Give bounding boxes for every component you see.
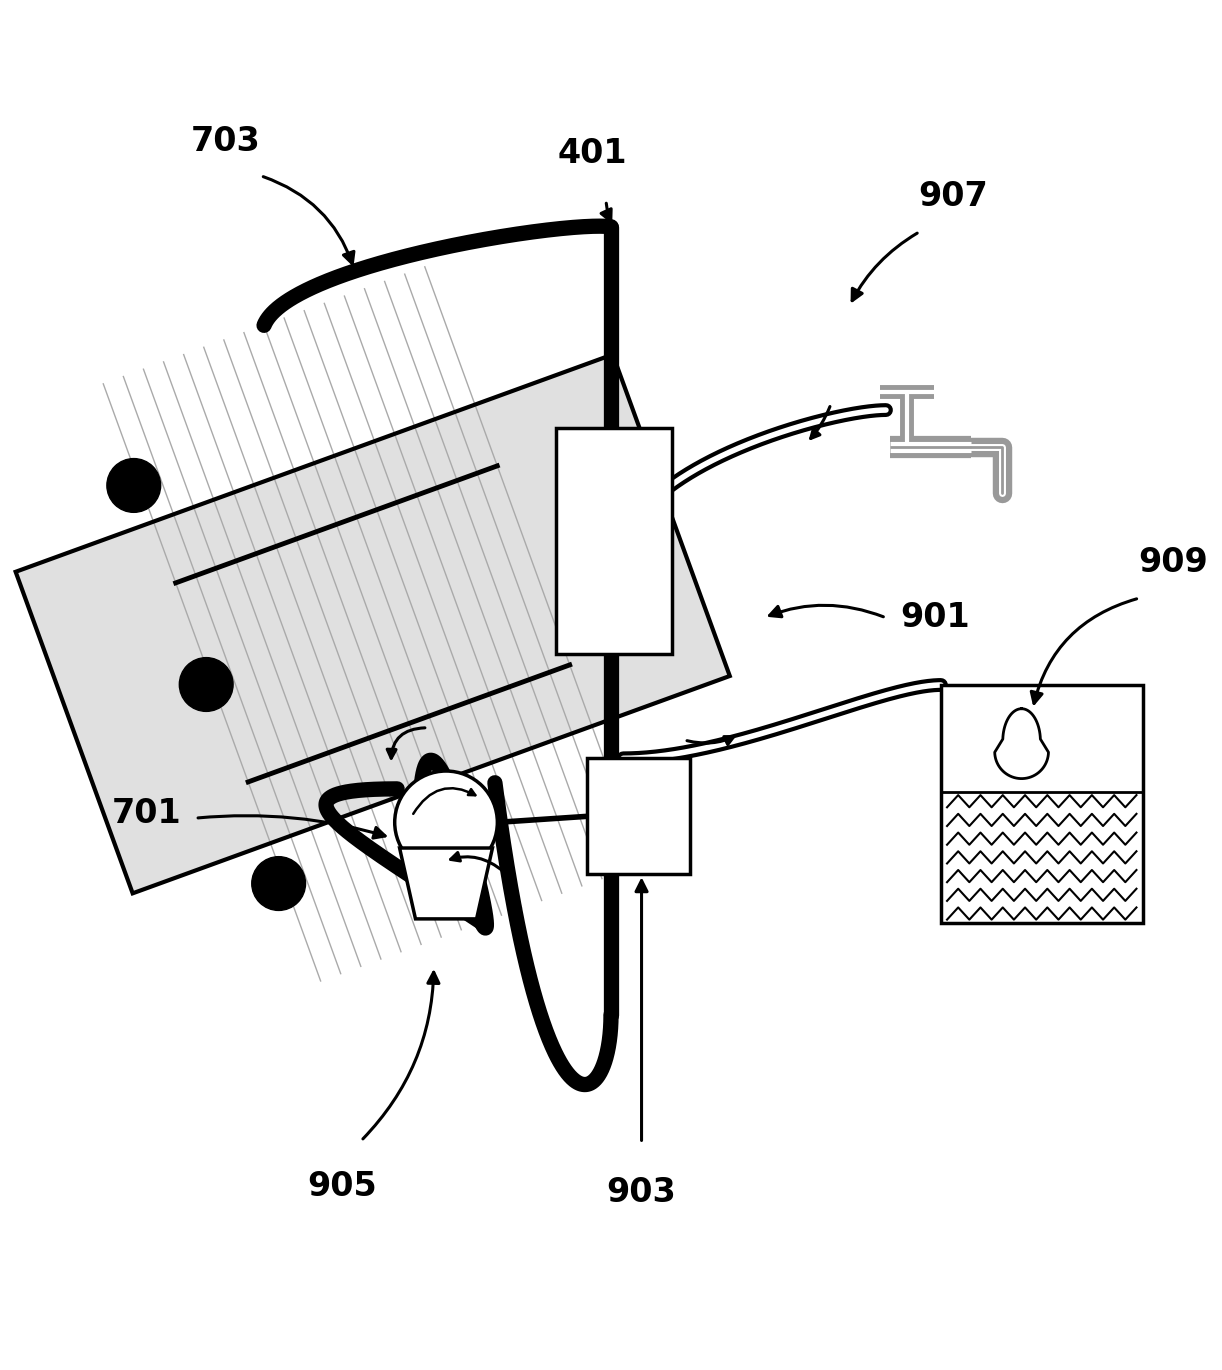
Bar — [941, 685, 1143, 923]
Bar — [587, 759, 690, 874]
Circle shape — [106, 459, 160, 512]
Bar — [556, 429, 672, 655]
Text: 703: 703 — [191, 125, 262, 158]
Text: 903: 903 — [606, 1175, 677, 1208]
Circle shape — [395, 771, 497, 874]
Text: 401: 401 — [558, 137, 627, 170]
Text: 905: 905 — [307, 1170, 378, 1203]
Text: 701: 701 — [112, 797, 181, 830]
Text: 901: 901 — [901, 601, 969, 634]
Polygon shape — [400, 848, 492, 919]
Text: 907: 907 — [918, 179, 989, 212]
Circle shape — [252, 856, 306, 911]
Circle shape — [180, 658, 233, 711]
Polygon shape — [16, 355, 730, 893]
Text: 909: 909 — [1138, 547, 1209, 580]
